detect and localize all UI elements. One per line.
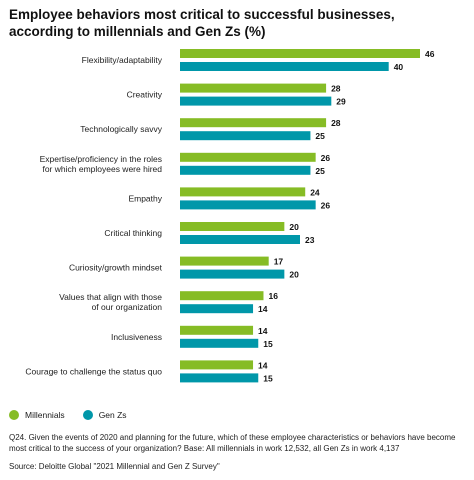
- data-label: 26: [321, 200, 331, 210]
- data-label: 16: [268, 291, 278, 301]
- bar-millennials: [180, 118, 327, 128]
- bar-millennials: [180, 256, 269, 266]
- data-label: 15: [263, 339, 273, 349]
- legend-item-millennials: Millennials: [9, 410, 65, 420]
- data-label: 17: [274, 257, 284, 267]
- footnote: Q24. Given the events of 2020 and planni…: [9, 433, 456, 453]
- bar-gen-zs: [180, 62, 389, 71]
- category-label-line: Flexibility/adaptability: [82, 55, 163, 65]
- data-label: 26: [321, 153, 331, 163]
- category-label: Empathy: [128, 193, 162, 203]
- bar-millennials: [180, 83, 327, 93]
- category-label: Values that align with those of our organ…: [59, 292, 162, 312]
- category-label: Critical thinking: [104, 228, 162, 238]
- category-label-line: Inclusiveness: [111, 332, 162, 342]
- category-label-line: Expertise/proficiency in the roles: [40, 154, 162, 164]
- bar-millennials: [180, 152, 316, 162]
- category-label-line: Critical thinking: [104, 228, 162, 238]
- chart-title: Employee behaviors most critical to succ…: [9, 7, 395, 39]
- category-label-line: Curiosity/growth mindset: [69, 263, 163, 273]
- category-label: Expertise/proficiency in the roles for wh…: [40, 154, 163, 174]
- data-label: 23: [305, 235, 315, 245]
- data-label: 40: [394, 62, 404, 72]
- category-label: Curiosity/growth mindset: [69, 263, 163, 273]
- legend-swatch-gen-zs: [82, 410, 93, 420]
- data-label: 25: [315, 131, 325, 141]
- bar-gen-zs: [180, 373, 259, 383]
- source-note: Source: Deloitte Global "2021 Millennial…: [9, 462, 220, 471]
- category-label-line: Values that align with those: [59, 292, 162, 302]
- bar-millennials: [180, 222, 285, 231]
- data-label: 20: [289, 270, 299, 280]
- category-label-line: Empathy: [128, 193, 162, 203]
- bar-millennials: [180, 49, 420, 58]
- legend-label-gen-zs: Gen Zs: [98, 410, 127, 420]
- bar-millennials: [180, 325, 254, 335]
- data-label: 28: [331, 84, 341, 94]
- data-label: 29: [336, 97, 346, 107]
- legend-label-millennials: Millennials: [25, 410, 65, 420]
- category-label-line: for which employees were hired: [42, 164, 162, 174]
- bar-gen-zs: [180, 96, 332, 106]
- data-label: 14: [258, 326, 268, 336]
- bar-millennials: [180, 291, 264, 301]
- bar-millennials: [180, 360, 254, 370]
- bar-gen-zs: [180, 200, 316, 210]
- category-label-line: Courage to challenge the status quo: [25, 366, 162, 376]
- data-label: 20: [289, 222, 299, 232]
- bar-chart: Flexibility/adaptability 46 40 Creativity 28…: [25, 49, 435, 383]
- data-label: 14: [258, 304, 268, 314]
- category-label: Technologically savvy: [80, 124, 162, 134]
- legend-item-gen-zs: Gen Zs: [82, 410, 127, 420]
- chart-legend: Millennials Gen Zs: [9, 410, 145, 420]
- data-label: 28: [331, 118, 341, 128]
- data-label: 14: [258, 360, 268, 370]
- bar-gen-zs: [180, 131, 311, 141]
- bar-gen-zs: [180, 235, 300, 244]
- category-label: Creativity: [127, 90, 163, 100]
- bar-gen-zs: [180, 304, 254, 314]
- legend-swatch-millennials: [9, 410, 19, 420]
- data-label: 25: [315, 166, 325, 176]
- category-label-line: of our organization: [92, 302, 163, 312]
- bar-gen-zs: [180, 338, 259, 348]
- category-label: Courage to challenge the status quo: [25, 366, 162, 376]
- data-label: 15: [263, 373, 273, 383]
- category-label: Inclusiveness: [111, 332, 162, 342]
- bar-gen-zs: [180, 165, 311, 175]
- data-label: 46: [425, 49, 435, 59]
- category-label-line: Creativity: [127, 90, 163, 100]
- bar-gen-zs: [180, 269, 285, 279]
- bar-millennials: [180, 187, 306, 197]
- category-label-line: Technologically savvy: [80, 124, 162, 134]
- category-label: Flexibility/adaptability: [82, 55, 163, 65]
- data-label: 24: [310, 187, 320, 197]
